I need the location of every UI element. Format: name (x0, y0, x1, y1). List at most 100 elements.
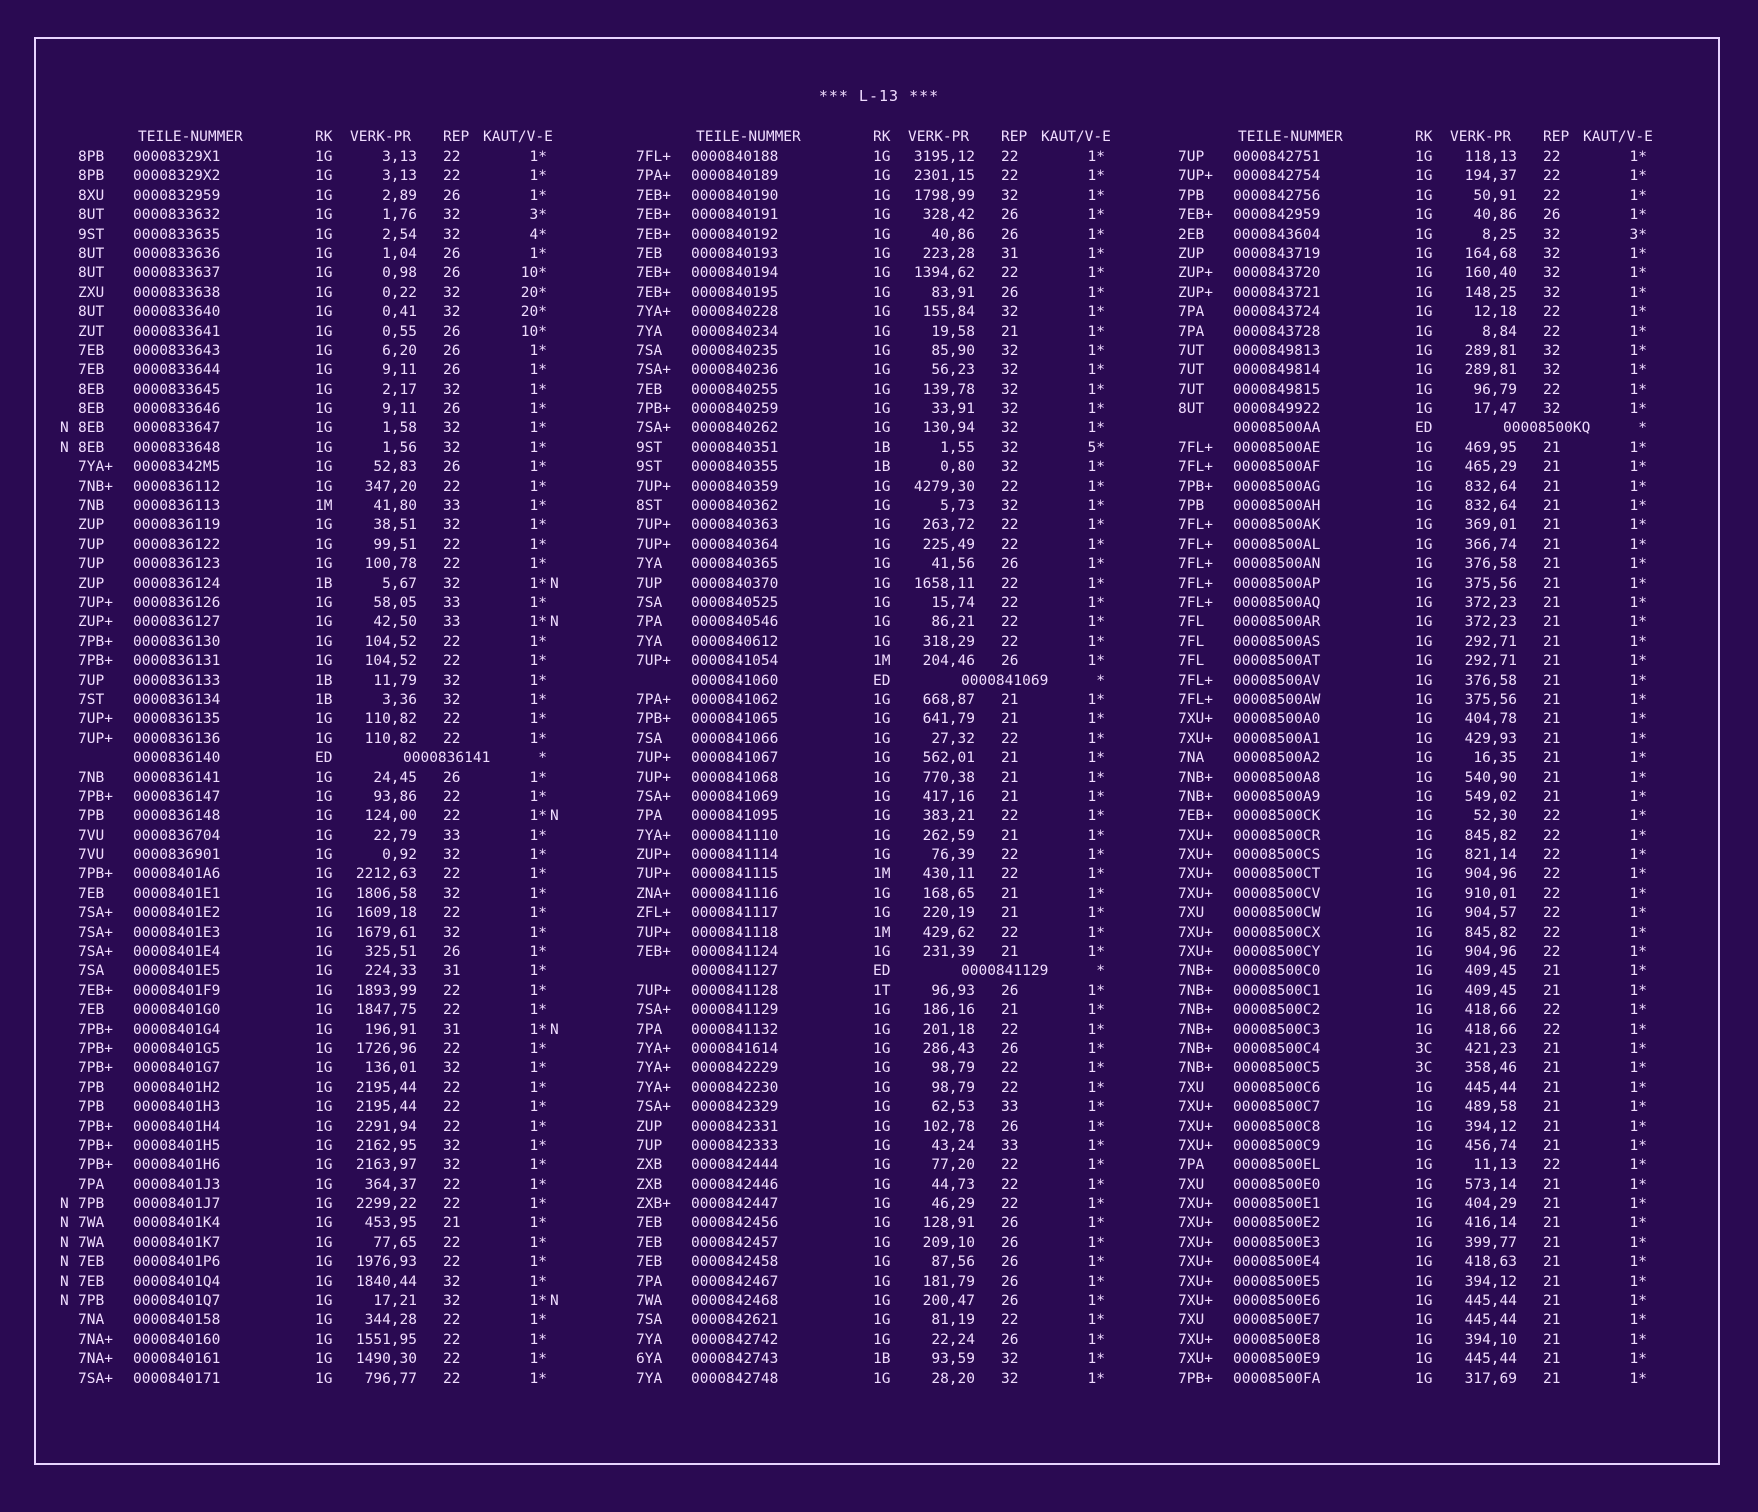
row-kaut: 1* (529, 478, 547, 495)
row-part-number: 00008500AK (1233, 517, 1321, 534)
row-rk: 1G (315, 1351, 333, 1368)
row-price: 224,33 (364, 963, 417, 980)
row-rk: 1M (873, 653, 891, 670)
row-group: 7XU+ (1178, 1331, 1213, 1348)
row-group: 7FL+ (1178, 672, 1213, 689)
row-price: 181,79 (922, 1273, 975, 1290)
row-rep: 22 (1001, 149, 1019, 165)
row-part-number: 00008401H4 (133, 1118, 221, 1135)
row-part-number: 0000849815 (1233, 381, 1321, 398)
row-price: 394,12 (1464, 1273, 1517, 1290)
row-part-number: 0000841115 (691, 866, 779, 883)
row-part-number: 00008401G4 (133, 1021, 221, 1038)
row-rep: 21 (443, 1215, 461, 1232)
row-rk: 1G (1415, 304, 1433, 321)
row-kaut: 1* (529, 594, 547, 611)
row-kaut: 1* (529, 691, 547, 708)
row-rep: 22 (443, 866, 461, 883)
row-group: 7YA+ (636, 827, 671, 844)
row-part-number: 0000841066 (691, 730, 779, 747)
row-kaut: 1* (1087, 788, 1105, 805)
row-rk: 1G (1415, 885, 1433, 902)
row-kaut: 1* (529, 672, 547, 689)
row-rep: 26 (1543, 207, 1561, 224)
row-group: 7EB+ (636, 284, 671, 301)
row-group: 7PA (1178, 1157, 1205, 1174)
row-kaut: 1* (1629, 594, 1647, 611)
row-kaut: 1* (529, 730, 547, 747)
row-kaut: 1* (1087, 536, 1105, 553)
row-kaut: 1* (1629, 1157, 1647, 1174)
row-rk: 1G (315, 614, 333, 631)
row-rep: 26 (443, 342, 461, 359)
row-rep: 22 (1001, 594, 1019, 611)
row-kaut: 1* (1629, 1331, 1647, 1348)
row-rk: 1G (873, 827, 891, 844)
row-price: 445,44 (1464, 1079, 1517, 1096)
row-rk: 1G (873, 401, 891, 418)
row-rk: 1G (1415, 1370, 1433, 1387)
row-part-number: 00008342M5 (133, 459, 221, 476)
row-rep: 32 (443, 1273, 461, 1290)
row-part-number: 00008500E8 (1233, 1331, 1321, 1348)
row-group: 7PA (636, 614, 663, 631)
row-rep: 21 (1543, 1099, 1561, 1116)
row-rep: 22 (1543, 304, 1561, 321)
row-price: 3195,12 (913, 149, 975, 165)
row-part-number: 0000841129 (691, 1002, 779, 1019)
row-rep: 22 (1001, 847, 1019, 864)
row-rep: 22 (443, 653, 461, 670)
row-rep: 21 (1001, 323, 1019, 340)
row-group: 7PB (78, 1079, 105, 1096)
row-rep: 26 (1001, 1118, 1019, 1135)
row-part-number: 0000836113 (133, 498, 221, 515)
row-price: 421,23 (1464, 1040, 1517, 1057)
row-rk: 1G (315, 788, 333, 805)
header-kaut-ve: KAUT/V-E (483, 129, 553, 145)
row-rep: 21 (1543, 1040, 1561, 1057)
row-part-number: 0000842754 (1233, 168, 1321, 185)
row-rk: 1G (1415, 478, 1433, 495)
row-group: ZUP+ (1178, 265, 1213, 282)
row-group: 7PA (636, 808, 663, 825)
row-kaut: 1* (1629, 498, 1647, 515)
row-kaut: 1* (529, 149, 547, 165)
row-group: 7PB+ (78, 633, 113, 650)
row-rep: 21 (1543, 653, 1561, 670)
row-price: 465,29 (1464, 459, 1517, 476)
row-part-number: 0000841067 (691, 750, 779, 767)
row-rep: 22 (1001, 536, 1019, 553)
row-rep: 22 (1543, 381, 1561, 398)
row-group: ZUP+ (1178, 284, 1213, 301)
row-rep: 26 (1001, 226, 1019, 243)
row-price: 418,66 (1464, 1002, 1517, 1019)
row-group: 7UP+ (636, 924, 671, 941)
row-rk: 1G (315, 1196, 333, 1213)
row-price: 292,71 (1464, 653, 1517, 670)
row-price: 5,73 (940, 498, 975, 515)
row-part-number: 0000843719 (1233, 245, 1321, 262)
row-price: 220,19 (922, 905, 975, 922)
row-rk: 1G (1415, 633, 1433, 650)
row-part-number: 00008500E7 (1233, 1312, 1321, 1329)
row-part-number: 00008500A8 (1233, 769, 1321, 786)
row-rep: 22 (443, 1234, 461, 1251)
row-price: 416,14 (1464, 1215, 1517, 1232)
row-price: 209,10 (922, 1234, 975, 1251)
row-kaut: 1* (1629, 1099, 1647, 1116)
row-rk: 1G (1415, 808, 1433, 825)
header-teile-nummer: TEILE-NUMMER (696, 129, 801, 145)
row-price: 668,87 (922, 691, 975, 708)
row-group: 7PA (78, 1176, 105, 1193)
row-part-number: 0000836901 (133, 847, 221, 864)
row-price: 489,58 (1464, 1099, 1517, 1116)
row-kaut: 1* (1087, 1273, 1105, 1290)
row-rk: 1G (1415, 439, 1433, 456)
row-part-number: 00008500A9 (1233, 788, 1321, 805)
row-kaut: 1* (529, 1234, 547, 1251)
row-rk: 1G (873, 168, 891, 185)
row-rk: 1G (315, 1060, 333, 1077)
row-flag: N (60, 1273, 69, 1290)
row-rk: 1G (315, 924, 333, 941)
row-group: 8PB (78, 149, 105, 165)
